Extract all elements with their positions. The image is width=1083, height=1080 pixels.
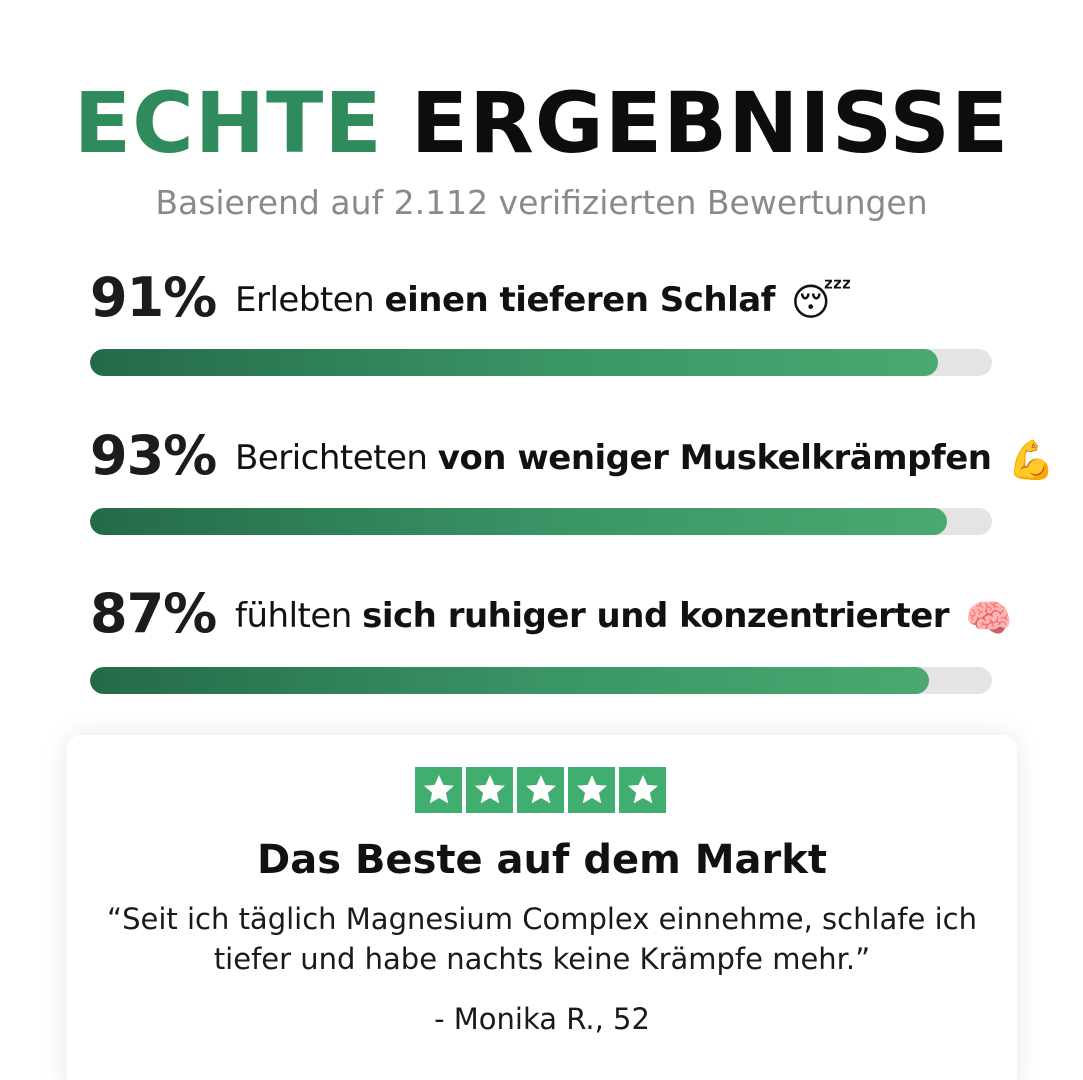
flexed-biceps-icon: 💪 (1007, 438, 1055, 482)
stat-label-bold: von weniger Muskelkrämpfen (437, 438, 992, 478)
star-icon (619, 767, 666, 813)
stat-label: Berichteten von weniger Muskelkrämpfen 💪 (235, 434, 1055, 484)
review-quote: “Seit ich täglich Magnesium Complex einn… (107, 902, 977, 976)
progress-fill (90, 667, 929, 694)
review-title: Das Beste auf dem Markt (257, 837, 827, 883)
progress-bar-focus (90, 667, 992, 694)
stat-label-regular: Erlebten (235, 280, 375, 320)
stat-sleep: 91% Erlebten einen tieferen Schlaf 😴 (90, 266, 1040, 346)
stat-label-regular: fühlten (235, 596, 352, 636)
headline: ECHTE ERGEBNISSE (0, 78, 1083, 168)
star-icon (517, 767, 564, 813)
brain-icon: 🧠 (965, 596, 1012, 640)
stat-percent: 87% (90, 582, 217, 645)
stat-label-regular: Berichteten (235, 438, 428, 478)
star-rating (415, 767, 667, 813)
progress-bar-sleep (90, 349, 992, 376)
star-icon (415, 767, 462, 813)
progress-fill (90, 349, 938, 376)
stat-label: Erlebten einen tieferen Schlaf 😴 (235, 276, 852, 326)
review-author: - Monika R., 52 (434, 1002, 650, 1036)
stat-cramps: 93% Berichteten von weniger Muskelkrämpf… (90, 424, 1055, 504)
stat-focus: 87% fühlten sich ruhiger und konzentrier… (90, 582, 1040, 662)
subtitle: Basierend auf 2.112 verifizierten Bewert… (155, 183, 928, 222)
star-icon (568, 767, 615, 813)
progress-bar-cramps (90, 508, 992, 535)
headline-accent: ECHTE (73, 74, 383, 172)
star-icon (466, 767, 513, 813)
stat-percent: 93% (90, 424, 217, 487)
sleeping-face-icon: 😴 (790, 280, 852, 324)
review-card: Das Beste auf dem Markt “Seit ich täglic… (67, 735, 1017, 1080)
stat-percent: 91% (90, 266, 217, 329)
stat-label: fühlten sich ruhiger und konzentrierter 🧠 (235, 592, 1012, 642)
progress-fill (90, 508, 947, 535)
stat-label-bold: einen tieferen Schlaf (384, 280, 776, 320)
stat-label-bold: sich ruhiger und konzentrierter (362, 596, 950, 636)
headline-main: ERGEBNISSE (410, 74, 1010, 172)
